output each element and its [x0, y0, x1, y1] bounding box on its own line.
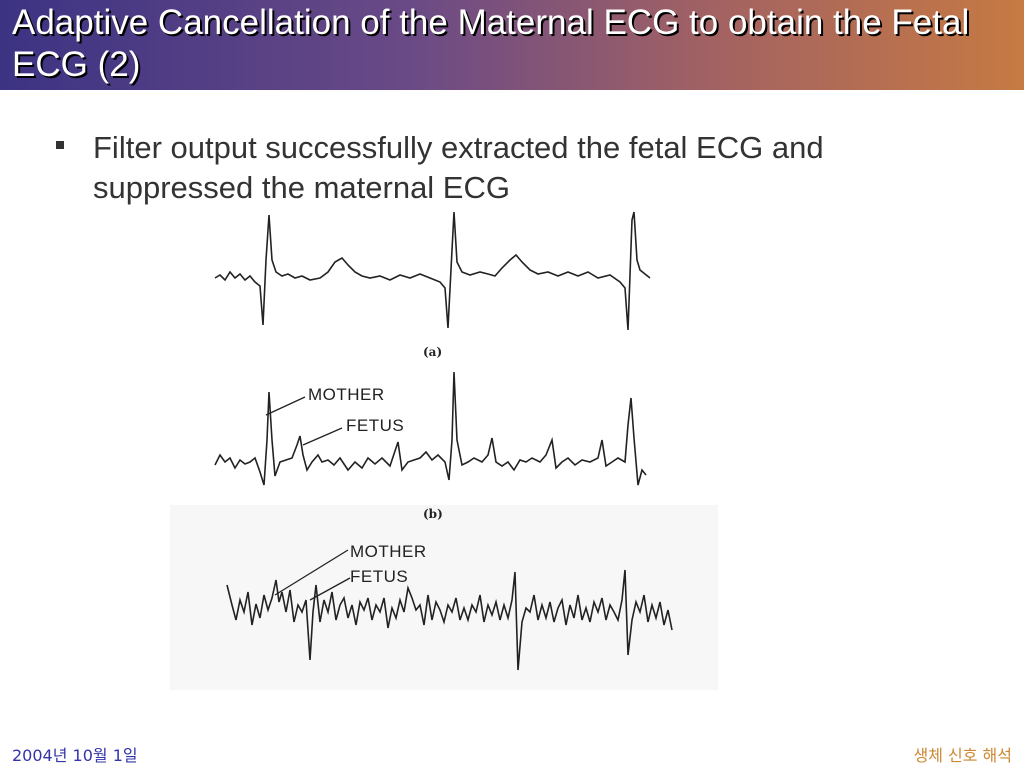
label-mother-b: MOTHER: [308, 385, 385, 404]
panel-c-background: [170, 505, 718, 690]
ecg-figure-image: (a) MOTHER FETUS (b) MOTHER FETUS: [170, 211, 718, 690]
bullet-text: Filter output successfully extracted the…: [93, 130, 824, 205]
title-bar: Adaptive Cancellation of the Maternal EC…: [0, 0, 1024, 90]
label-fetus-c: FETUS: [350, 567, 408, 586]
label-mother-c: MOTHER: [350, 542, 427, 561]
label-fetus-b: FETUS: [346, 416, 404, 435]
bullet-item: Filter output successfully extracted the…: [56, 128, 976, 208]
footer-date: 2004년 10월 1일: [12, 746, 138, 765]
pointer-mother-c: [274, 549, 349, 596]
pointer-mother-b: [265, 396, 306, 416]
ecg-trace-b: [214, 371, 647, 486]
panel-a-label: (a): [423, 345, 442, 359]
ecg-trace-a: [214, 211, 651, 331]
panel-b-label: (b): [423, 507, 443, 521]
square-bullet-icon: [56, 141, 64, 149]
pointer-fetus-c: [309, 577, 351, 601]
pointer-fetus-b: [302, 427, 343, 446]
ecg-figure: (a) MOTHER FETUS (b) MOTHER FETUS: [170, 200, 720, 695]
footer-course: 생체 신호 해석: [913, 746, 1013, 765]
ecg-trace-c: [226, 569, 673, 671]
slide-content: Filter output successfully extracted the…: [56, 128, 976, 208]
slide-title: Adaptive Cancellation of the Maternal EC…: [12, 3, 970, 84]
